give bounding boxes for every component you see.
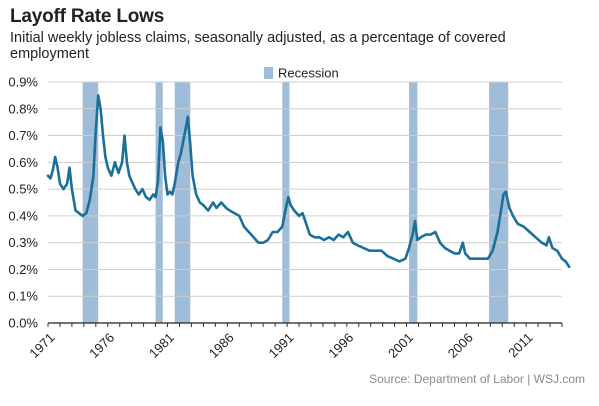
recession-band-2 [155,82,163,323]
recession-band-5 [408,82,418,323]
y-axis: 0.0% 0.1% 0.2% 0.3% 0.4% 0.5% 0.6% 0.7% 0.8% 0.9% [8,75,38,331]
y-tick-label: 0.0% [8,316,38,331]
source-note: Source: Department of Labor | WSJ.com [369,372,585,386]
chart-title: Layoff Rate Lows [10,6,165,27]
legend-swatch-recession [264,67,273,79]
x-tick-label: 2011 [505,330,535,360]
series-line-1 [46,94,571,269]
y-tick-label: 0.2% [8,262,38,277]
x-tick-label: 1986 [206,330,237,361]
x-tick-label: 1981 [146,330,177,361]
y-tick-label: 0.7% [8,128,38,143]
legend: Recession [264,66,339,81]
recession-bands [82,82,509,323]
y-tick-label: 0.1% [8,289,38,304]
y-tick-label: 0.6% [8,155,38,170]
recession-band-6 [489,82,509,323]
chart-subtitle: Initial weekly jobless claims, seasonall… [10,30,506,62]
y-tick-label: 0.8% [8,101,38,116]
y-tick-label: 0.4% [8,208,38,223]
series [46,94,571,269]
gridlines [48,81,562,324]
x-tick-label: 2006 [445,330,476,361]
x-tick-label: 1971 [26,330,57,361]
y-tick-label: 0.9% [8,75,38,90]
legend-label-recession: Recession [278,66,339,81]
x-tick-label: 1996 [325,330,356,361]
x-tick-label: 1976 [86,330,117,361]
x-tick-label: 2001 [385,330,416,361]
recession-band-3 [174,82,191,323]
y-tick-label: 0.3% [8,235,38,250]
x-tick-label: 1991 [265,330,296,361]
y-tick-label: 0.5% [8,182,38,197]
x-axis: 1971 1976 1981 1986 1991 1996 2001 2006 2011 [26,323,563,361]
